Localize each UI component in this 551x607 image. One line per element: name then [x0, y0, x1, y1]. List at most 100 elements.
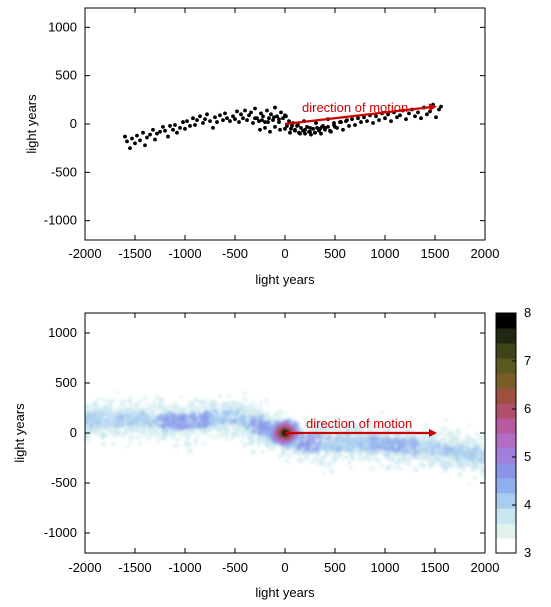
x-tick-label: -1500 [118, 560, 151, 575]
x-tick-label: -1000 [168, 560, 201, 575]
scatter-point [386, 112, 390, 117]
top-x-axis-label: light years [255, 272, 315, 287]
colorbar [496, 313, 516, 554]
colorbar-swatch [496, 313, 516, 329]
scatter-point [389, 119, 393, 123]
scatter-point [315, 125, 319, 130]
scatter-point [263, 120, 267, 124]
scatter-point [155, 131, 159, 136]
top-panel: -2000 -1500 -1000 -500 0 500 1000 1500 2000 -100… [24, 7, 499, 287]
scatter-point [320, 125, 324, 129]
y-tick-label: 0 [70, 425, 77, 440]
scatter-point [434, 115, 438, 120]
bottom-x-axis-label: light years [255, 585, 315, 600]
y-tick-label: -1000 [44, 525, 77, 540]
scatter-point [313, 130, 317, 135]
scatter-point [193, 123, 197, 127]
scatter-point [225, 116, 229, 121]
scatter-point [221, 118, 225, 123]
scatter-point [314, 121, 318, 125]
scatter-point [201, 121, 205, 125]
scatter-point [281, 116, 285, 121]
scatter-point [237, 120, 241, 124]
y-tick-label: 500 [55, 68, 77, 83]
colorbar-tick-label: 6 [524, 401, 531, 416]
x-tick-label: 500 [324, 246, 346, 261]
scatter-point [191, 116, 195, 121]
colorbar-swatch [496, 433, 516, 449]
colorbar-swatch [496, 493, 516, 509]
scatter-point [284, 114, 288, 119]
scatter-point [175, 130, 179, 135]
scatter-point [265, 108, 269, 113]
scatter-point [261, 114, 265, 119]
y-tick-label: 500 [55, 375, 77, 390]
scatter-point [266, 120, 270, 124]
x-tick-label: -2000 [68, 246, 101, 261]
top-y-axis-label: light years [24, 94, 39, 154]
top-y-ticks: -1000 -500 0 500 1000 [44, 19, 485, 228]
y-tick-label: -500 [51, 164, 77, 179]
top-x-ticks: -2000 -1500 -1000 -500 0 500 1000 1500 2000 [68, 8, 499, 261]
scatter-point [183, 126, 187, 131]
scatter-point [287, 119, 291, 123]
scatter-point [263, 125, 267, 130]
scatter-point [374, 114, 378, 119]
scatter-point [173, 123, 177, 127]
colorbar-swatch [496, 448, 516, 464]
scatter-point [148, 132, 152, 137]
scatter-point [278, 127, 282, 132]
bottom-x-ticks: -2000 -1500 -1000 -500 0 500 1000 1500 2000 [68, 313, 499, 575]
scatter-point [211, 125, 215, 130]
y-tick-label: -1000 [44, 213, 77, 228]
scatter-point [253, 106, 257, 111]
scatter-point [308, 129, 312, 134]
scatter-point [293, 128, 297, 133]
bottom-panel: -2000 -1500 -1000 -500 0 500 1000 1500 2000 -100… [12, 305, 531, 600]
scatter-point [233, 117, 237, 122]
y-tick-label: 0 [70, 116, 77, 131]
scatter-point [145, 135, 149, 140]
x-tick-label: 0 [281, 560, 288, 575]
scatter-point [135, 133, 139, 138]
bottom-annotation-label: direction of motion [306, 416, 412, 431]
scatter-point [163, 128, 167, 133]
colorbar-tick-label: 7 [524, 353, 531, 368]
scatter-point [283, 126, 287, 131]
scatter-point [309, 132, 313, 137]
top-annotation-label: direction of motion [302, 100, 408, 115]
scatter-point [125, 139, 129, 144]
x-tick-label: 0 [281, 246, 288, 261]
scatter-point [277, 117, 281, 122]
scatter-point [208, 119, 212, 123]
scatter-point [128, 146, 132, 151]
x-tick-label: -500 [222, 560, 248, 575]
colorbar-swatch [496, 418, 516, 434]
scatter-point [419, 116, 423, 121]
colorbar-tick-label: 4 [524, 497, 531, 512]
colorbar-swatch [496, 388, 516, 404]
scatter-point [267, 116, 271, 121]
scatter-point [299, 125, 303, 130]
scatter-point [328, 128, 332, 133]
scatter-point [272, 115, 276, 120]
scatter-point [215, 120, 219, 124]
scatter-point [168, 124, 172, 128]
scatter-point [323, 125, 327, 130]
scatter-point [258, 127, 262, 132]
scatter-point [319, 131, 323, 136]
scatter-point [298, 131, 302, 136]
x-tick-label: -2000 [68, 560, 101, 575]
x-tick-label: -500 [222, 246, 248, 261]
scatter-point [241, 116, 245, 121]
scatter-point [347, 124, 351, 128]
colorbar-tick-label: 5 [524, 449, 531, 464]
scatter-point [269, 112, 273, 117]
scatter-point [273, 125, 277, 129]
colorbar-swatch [496, 478, 516, 494]
scatter-point [259, 111, 263, 116]
scatter-point [235, 109, 239, 114]
scatter-point [138, 138, 142, 143]
scatter-point [362, 115, 366, 120]
